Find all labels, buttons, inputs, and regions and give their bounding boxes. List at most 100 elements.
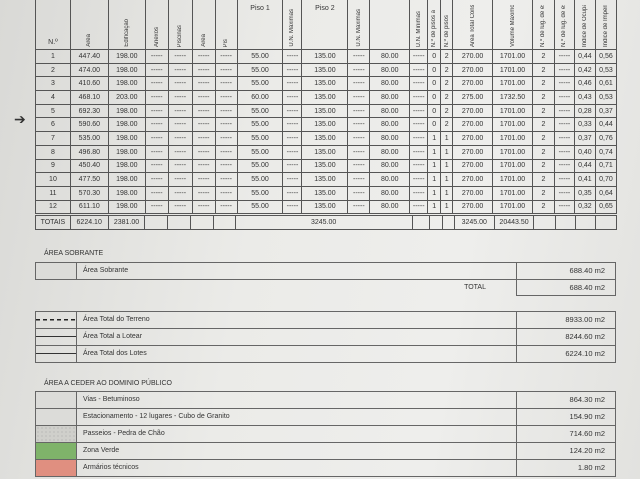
column-header: N.º	[35, 0, 71, 50]
table-cell: 1	[427, 172, 442, 187]
table-cell: -----	[347, 62, 371, 78]
table-cell: 270.00	[452, 199, 494, 215]
column-header: Índice de Ocupação	[573, 0, 596, 50]
table-cell: 1	[427, 185, 442, 201]
column-header-label: Piscinas	[177, 24, 184, 47]
table-cell: 55.00	[236, 185, 284, 201]
item-label: Passeios - Pedra de Chão	[83, 430, 165, 437]
table-cell: 1701.00	[492, 117, 533, 133]
table-cell: 80.00	[369, 144, 411, 160]
table-cell: -----	[282, 103, 303, 119]
table-cell: -----	[167, 117, 193, 133]
table-cell: -----	[144, 131, 169, 146]
table-cell: 0,64	[594, 185, 618, 201]
table-cell: -----	[167, 103, 193, 119]
table-cell: 1701.00	[492, 185, 533, 201]
table-cell: -----	[282, 158, 303, 174]
table-cell: 135.00	[301, 76, 349, 92]
table-cell: 496.80	[69, 144, 109, 160]
table-cell: -----	[553, 117, 575, 133]
table-cell: 1701.00	[492, 76, 533, 92]
area-sobrante-label: Área Sobrante	[83, 267, 129, 274]
table-cell: 12	[35, 199, 71, 215]
table-cell: 410.60	[69, 76, 109, 92]
table-cell: 135.00	[301, 172, 349, 187]
table-cell: -----	[409, 144, 429, 160]
column-header: Índice de Impermeab.	[594, 0, 618, 50]
table-cell: 0,32	[573, 199, 596, 215]
table-cell: 203.00	[107, 90, 146, 105]
table-cell: 1	[427, 144, 442, 160]
column-header: Piso 1	[236, 0, 284, 50]
table-cell: 0,40	[573, 144, 596, 160]
table-cell: 535.00	[69, 131, 109, 146]
table-cell: 135.00	[301, 158, 349, 174]
table-cell: 474.00	[69, 62, 109, 78]
table-cell: 2	[531, 131, 555, 146]
table-cell: -----	[409, 90, 429, 105]
table-cell: 2	[440, 103, 454, 119]
table-cell: 0	[427, 117, 442, 133]
table-cell: -----	[214, 90, 238, 105]
table-cell: 55.00	[236, 103, 284, 119]
table-cell: -----	[214, 172, 238, 187]
table-cell: 0,44	[573, 158, 596, 174]
table-cell: -----	[282, 76, 303, 92]
table-cell: 135.00	[301, 62, 349, 78]
table-cell: -----	[347, 117, 371, 133]
table-cell: 135.00	[301, 49, 349, 64]
table-cell: 2	[440, 117, 454, 133]
table-cell: 80.00	[369, 199, 411, 215]
table-cell: 55.00	[236, 172, 284, 187]
column-header: Piscinas	[167, 0, 193, 50]
table-cell: 0	[427, 90, 442, 105]
table-cell: -----	[144, 185, 169, 201]
table-cell: 1	[440, 199, 454, 215]
table-cell: -----	[144, 117, 169, 133]
table-cell: -----	[167, 172, 193, 187]
table-cell: 7	[35, 131, 71, 146]
table-cell: -----	[191, 158, 216, 174]
areas-table: Área Total do Terreno 8933.00 m2 Área Tota…	[35, 311, 616, 363]
table-cell: 198.00	[107, 62, 146, 78]
section-title-dominio-publico: ÁREA A CEDER AO DOMINIO PÚBLICO	[44, 380, 172, 387]
table-cell: 5	[35, 103, 71, 119]
column-header-label: Área Total Construção (m2)	[469, 5, 476, 47]
column-header: Edificação	[107, 0, 146, 50]
table-row: 11 570.30 198.00 ----- ----- ----- ----- 55.00-…	[35, 185, 618, 201]
table-cell: 198.00	[107, 185, 146, 201]
table-cell: 0,37	[573, 131, 596, 146]
column-header-label: N.º de pisos	[443, 14, 450, 47]
table-cell: 0,44	[573, 49, 596, 64]
table-row: 7 535.00 198.00 ----- ----- ----- ----- 55.00 --…	[35, 131, 618, 146]
table-cell: -----	[191, 185, 216, 201]
table-cell: 270.00	[452, 62, 494, 78]
table-cell: -----	[282, 90, 303, 105]
column-header-label: Volume Máximo (m3)	[509, 5, 516, 47]
table-cell: -----	[409, 158, 429, 174]
table-cell: 55.00	[236, 49, 284, 64]
table-cell: 0,53	[594, 90, 618, 105]
column-header-label: U.N. Máximas	[355, 9, 362, 47]
table-cell: -----	[553, 62, 575, 78]
table-cell: -----	[347, 76, 371, 92]
column-header: Área Total Construção (m2)	[452, 0, 494, 50]
table-cell: -----	[144, 62, 169, 78]
item-label: Área Total a Lotear	[83, 333, 143, 340]
column-header-label: N.º de pisos a	[431, 9, 438, 47]
table-row: 6 590.60 198.00 ----- ----- ----- ----- 55.00 --…	[35, 117, 618, 133]
table-row: 9 450.40 198.00 ----- ----- ----- ----- 55.00 --…	[35, 158, 618, 174]
table-cell: 2	[531, 117, 555, 133]
table-cell: 2	[531, 62, 555, 78]
table-cell: -----	[167, 49, 193, 64]
table-cell: -----	[347, 199, 371, 215]
table-cell: 1701.00	[492, 158, 533, 174]
table-cell: -----	[553, 90, 575, 105]
table-row: 1 447.40 198.00 ----- ----- ----- ----- 55.00 --…	[35, 49, 618, 64]
table-cell: -----	[214, 117, 238, 133]
table-cell: 270.00	[452, 131, 494, 146]
table-cell: 55.00	[236, 131, 284, 146]
table-cell: 80.00	[369, 76, 411, 92]
table-cell: -----	[191, 117, 216, 133]
table-cell: 1	[35, 49, 71, 64]
